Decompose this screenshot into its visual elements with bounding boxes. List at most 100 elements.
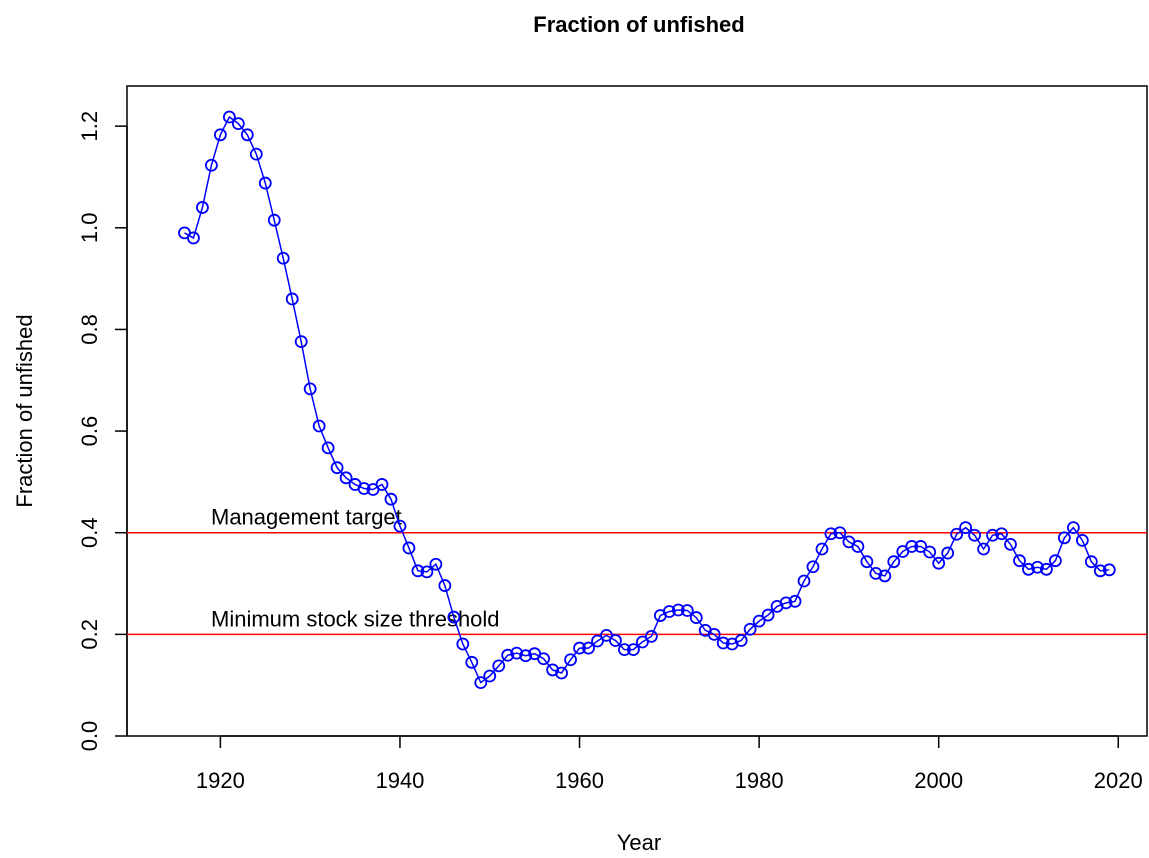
data-point: [501, 648, 515, 662]
data-point: [797, 574, 811, 588]
data-point: [860, 555, 874, 569]
data-point: [429, 557, 443, 571]
data-point: [1084, 555, 1098, 569]
data-point: [1093, 564, 1107, 578]
data-point: [968, 528, 982, 542]
data-point: [222, 110, 236, 124]
data-point: [680, 604, 694, 617]
data-point: [905, 540, 919, 553]
data-point: [1066, 521, 1080, 535]
data-point: [483, 669, 497, 683]
data-point: [573, 641, 586, 655]
data-point: [258, 176, 272, 190]
data-point: [734, 634, 748, 647]
data-point: [456, 637, 470, 651]
data-point: [869, 566, 883, 580]
data-point: [492, 659, 506, 673]
data-point: [519, 649, 533, 663]
data-point: [689, 611, 703, 624]
data-point: [995, 527, 1008, 541]
data-point: [1057, 531, 1071, 545]
x-tick-label: 2000: [914, 768, 963, 793]
data-point: [465, 655, 479, 669]
data-point: [950, 527, 964, 541]
y-tick-label: 0.4: [77, 517, 102, 548]
data-point: [474, 676, 488, 690]
data-point: [941, 546, 955, 560]
data-point: [330, 461, 344, 475]
data-point: [438, 579, 452, 592]
data-point: [294, 335, 308, 349]
data-point: [887, 555, 901, 569]
reference-label: Minimum stock size threshold: [211, 606, 500, 631]
data-point: [205, 158, 218, 172]
data-point: [187, 231, 200, 245]
data-point: [635, 635, 649, 649]
data-point: [761, 608, 775, 622]
data-point: [267, 213, 281, 227]
data-point: [564, 653, 577, 667]
x-tick-label: 1960: [555, 768, 604, 793]
data-point: [213, 128, 227, 142]
data-point: [644, 629, 658, 643]
data-line: [184, 115, 1110, 684]
data-point: [402, 541, 416, 555]
data-point: [591, 634, 604, 648]
y-tick-label: 1.2: [77, 111, 102, 142]
x-tick-label: 1940: [375, 768, 424, 793]
data-point: [375, 478, 389, 491]
data-point: [582, 641, 595, 655]
data-point: [833, 526, 847, 540]
data-point: [824, 527, 838, 541]
y-tick-label: 0.8: [77, 314, 102, 345]
data-point: [1004, 538, 1017, 551]
data-point: [1040, 562, 1053, 576]
data-point: [1049, 554, 1062, 568]
data-point: [537, 652, 551, 666]
data-point: [555, 666, 568, 680]
data-point: [815, 542, 829, 556]
data-point: [986, 528, 999, 542]
data-point: [788, 594, 802, 608]
y-tick-label: 0.2: [77, 619, 102, 650]
data-point: [1102, 563, 1116, 577]
x-tick-label: 1920: [196, 768, 245, 793]
data-point: [671, 603, 685, 617]
data-point: [752, 614, 766, 628]
data-point: [339, 471, 353, 485]
data-point: [878, 569, 892, 583]
data-point: [707, 627, 721, 641]
data-point: [357, 482, 371, 495]
data-point: [249, 147, 263, 161]
data-point: [303, 382, 317, 396]
reference-label: Management target: [211, 505, 402, 530]
data-point: [851, 540, 865, 553]
data-point: [914, 540, 928, 553]
y-tick-label: 1.0: [77, 212, 102, 243]
data-point: [312, 419, 326, 433]
data-point: [932, 556, 946, 570]
y-tick-label: 0.0: [77, 721, 102, 752]
y-axis-label: Fraction of unfished: [12, 314, 37, 507]
data-point: [420, 565, 434, 579]
data-point: [1022, 562, 1035, 576]
data-point: [627, 643, 640, 657]
data-point: [1031, 560, 1044, 574]
plot-frame: [126, 85, 1148, 737]
data-point: [959, 521, 973, 535]
data-point: [743, 622, 757, 636]
data-point: [447, 610, 461, 624]
data-point: [923, 545, 937, 559]
x-tick-label: 1980: [735, 768, 784, 793]
data-point: [779, 596, 793, 610]
data-point: [276, 251, 290, 265]
x-axis-label: Year: [617, 830, 661, 853]
data-point: [411, 564, 425, 578]
data-point: [393, 519, 407, 533]
data-point: [231, 117, 245, 131]
data-point: [977, 542, 990, 556]
data-point: [196, 201, 209, 214]
data-point: [321, 441, 335, 455]
data-point: [618, 643, 631, 657]
